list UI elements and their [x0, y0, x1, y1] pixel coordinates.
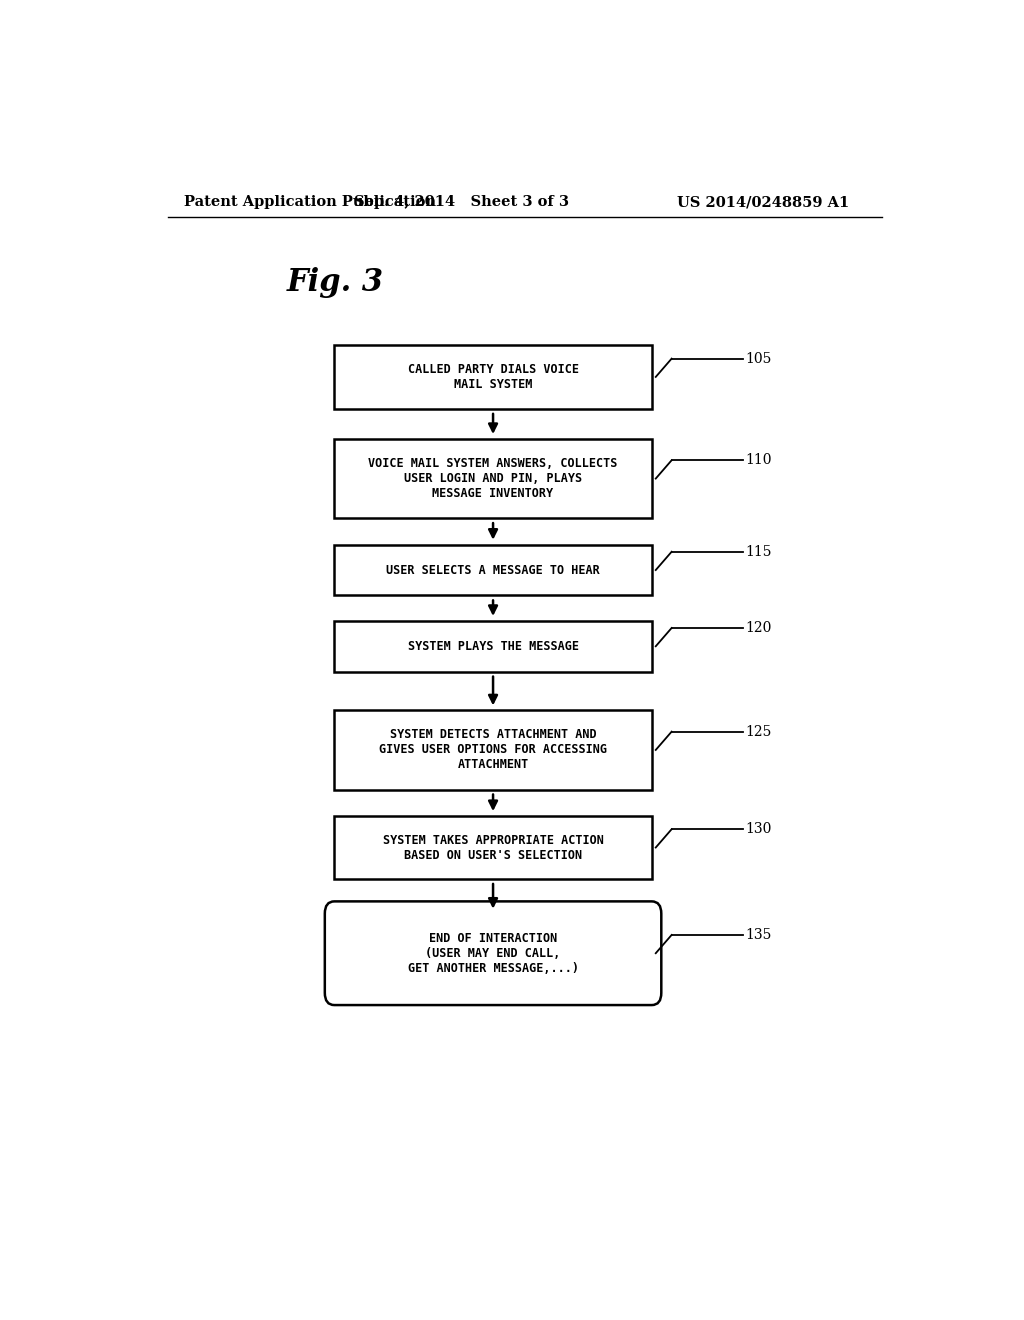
Text: END OF INTERACTION
(USER MAY END CALL,
GET ANOTHER MESSAGE,...): END OF INTERACTION (USER MAY END CALL, G…: [408, 932, 579, 974]
Text: SYSTEM DETECTS ATTACHMENT AND
GIVES USER OPTIONS FOR ACCESSING
ATTACHMENT: SYSTEM DETECTS ATTACHMENT AND GIVES USER…: [379, 729, 607, 771]
Text: 135: 135: [745, 928, 772, 942]
Text: US 2014/0248859 A1: US 2014/0248859 A1: [677, 195, 849, 209]
Text: USER SELECTS A MESSAGE TO HEAR: USER SELECTS A MESSAGE TO HEAR: [386, 564, 600, 577]
FancyBboxPatch shape: [334, 816, 652, 879]
Text: SYSTEM TAKES APPROPRIATE ACTION
BASED ON USER'S SELECTION: SYSTEM TAKES APPROPRIATE ACTION BASED ON…: [383, 833, 603, 862]
FancyBboxPatch shape: [334, 345, 652, 409]
FancyBboxPatch shape: [334, 710, 652, 789]
Text: 105: 105: [745, 351, 772, 366]
FancyBboxPatch shape: [334, 620, 652, 672]
Text: Fig. 3: Fig. 3: [287, 267, 384, 298]
Text: SYSTEM PLAYS THE MESSAGE: SYSTEM PLAYS THE MESSAGE: [408, 640, 579, 653]
Text: 130: 130: [745, 822, 772, 837]
Text: Patent Application Publication: Patent Application Publication: [183, 195, 435, 209]
Text: Sep. 4, 2014   Sheet 3 of 3: Sep. 4, 2014 Sheet 3 of 3: [354, 195, 568, 209]
Text: CALLED PARTY DIALS VOICE
MAIL SYSTEM: CALLED PARTY DIALS VOICE MAIL SYSTEM: [408, 363, 579, 391]
FancyBboxPatch shape: [334, 440, 652, 519]
FancyBboxPatch shape: [325, 902, 662, 1005]
Text: VOICE MAIL SYSTEM ANSWERS, COLLECTS
USER LOGIN AND PIN, PLAYS
MESSAGE INVENTORY: VOICE MAIL SYSTEM ANSWERS, COLLECTS USER…: [369, 457, 617, 500]
Text: 115: 115: [745, 545, 772, 558]
Text: 110: 110: [745, 453, 772, 467]
Text: 120: 120: [745, 620, 772, 635]
FancyBboxPatch shape: [334, 545, 652, 595]
Text: 125: 125: [745, 725, 772, 739]
